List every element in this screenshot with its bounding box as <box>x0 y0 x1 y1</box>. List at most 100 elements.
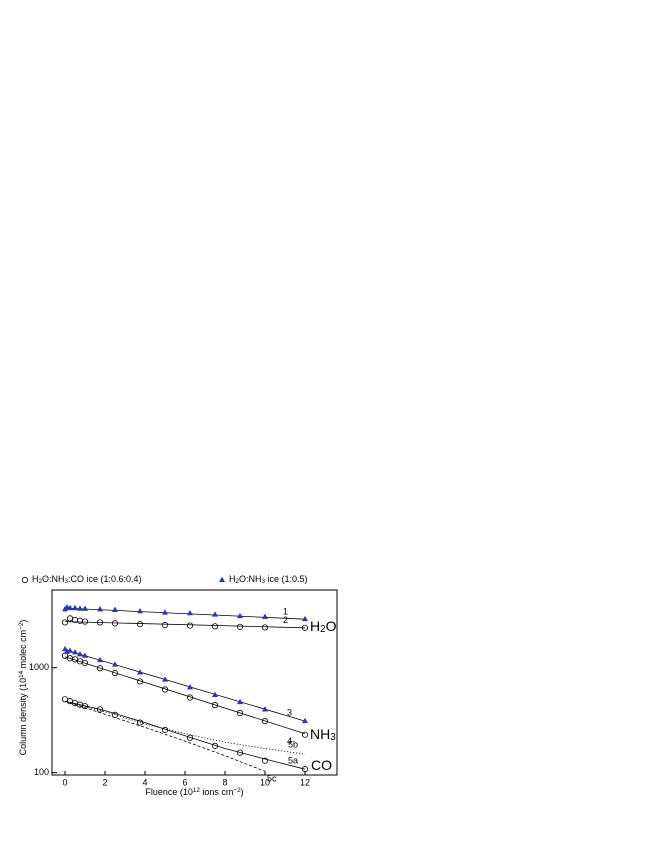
circle-marker <box>261 717 269 725</box>
circle-marker <box>61 696 69 703</box>
label-part: 3 <box>65 578 69 585</box>
label-part: 14 <box>18 670 25 678</box>
fit-label: 5a <box>288 756 298 766</box>
triangle-marker <box>112 661 118 667</box>
plot-frame <box>51 589 338 776</box>
label: Fluence (1012 ions cm−2) <box>145 787 243 797</box>
circle-marker <box>136 678 144 685</box>
circle-marker <box>261 624 269 631</box>
x-tick-label: 8 <box>222 777 227 787</box>
label-part: −2 <box>233 787 241 794</box>
circle-marker <box>211 702 219 709</box>
triangle-marker <box>72 649 78 655</box>
label-part: :CO ice (1:0.6:0.4) <box>68 574 142 584</box>
label: CO <box>311 757 332 773</box>
label-part: 3 <box>330 732 336 743</box>
triangle-marker <box>162 609 168 615</box>
label-part: ice (1:0.5) <box>265 574 308 584</box>
x-tick-label: 2 <box>102 777 107 787</box>
circle-marker <box>161 621 169 629</box>
triangle-marker <box>67 647 73 653</box>
circle-marker <box>96 665 104 672</box>
circle-marker <box>81 703 89 710</box>
label-part: ) <box>18 620 28 623</box>
triangle-marker <box>262 706 268 712</box>
circle-marker <box>61 652 69 659</box>
fit-label: 5c <box>267 774 277 784</box>
y-tick-label: 100 <box>34 767 49 777</box>
label-part: H <box>310 618 320 634</box>
circle-marker <box>81 618 89 625</box>
label-part: H <box>229 574 236 584</box>
x-tick-label: 4 <box>142 777 147 787</box>
fit-label: 3 <box>287 707 292 717</box>
label-part: NH <box>310 726 330 742</box>
label-part: H <box>32 574 39 584</box>
circle-marker <box>186 694 194 701</box>
legend-marker <box>21 576 29 584</box>
triangle-marker <box>82 605 88 611</box>
label-part: 2 <box>320 624 325 635</box>
circle-marker <box>111 620 119 627</box>
triangle-marker <box>237 698 243 705</box>
triangle-marker <box>97 656 103 663</box>
label-part: 3 <box>262 578 266 585</box>
label-part: 2 <box>236 578 240 585</box>
circle-marker <box>301 766 309 773</box>
fit-label: 4 <box>287 736 292 746</box>
triangle-marker <box>112 606 118 612</box>
triangle-marker <box>302 717 308 724</box>
circle-marker <box>61 619 69 626</box>
label-part: ) <box>241 787 244 797</box>
circle-marker <box>301 624 309 631</box>
fit-line <box>64 700 306 770</box>
circle-marker <box>161 726 169 734</box>
y-tick-label: 1000 <box>29 662 49 672</box>
triangle-marker <box>302 615 308 622</box>
triangle-marker <box>187 609 193 616</box>
label-part: O:NH <box>239 574 262 584</box>
circle-marker <box>96 619 104 626</box>
fit-label: 2 <box>283 615 288 625</box>
label-part: 12 <box>193 787 201 794</box>
circle-marker <box>186 734 194 741</box>
label-part: Fluence (10 <box>145 787 193 797</box>
label-part: CO <box>311 757 332 773</box>
fit-label: 5b <box>288 740 298 750</box>
circle-marker <box>301 731 309 738</box>
label-part: −2 <box>18 622 25 630</box>
circle-marker <box>111 711 119 719</box>
circle-marker <box>136 719 144 726</box>
circle-marker <box>96 706 104 713</box>
circle-marker <box>236 709 244 717</box>
circle-marker <box>236 749 244 756</box>
circle-marker <box>211 623 219 630</box>
label: NH3 <box>310 726 336 743</box>
triangle-marker <box>137 669 143 675</box>
triangle-marker <box>97 606 103 612</box>
triangle-marker <box>237 612 243 619</box>
triangle-marker <box>187 684 193 690</box>
triangle-marker <box>82 652 88 658</box>
label: H2O:NH3 ice (1:0.5) <box>229 574 308 585</box>
label: H2O <box>310 618 337 635</box>
x-tick-label: 10 <box>260 777 270 787</box>
label-part: molec cm <box>18 630 28 671</box>
circle-marker <box>111 669 119 677</box>
triangle-marker <box>77 605 83 611</box>
label-part: ions cm <box>200 787 234 797</box>
label: Column density (1014 molec cm−2) <box>18 620 28 756</box>
label: H2O:NH3:CO ice (1:0.6:0.4) <box>32 574 142 585</box>
fit-line <box>64 700 266 772</box>
circle-marker <box>76 617 84 624</box>
legend-marker <box>219 576 225 582</box>
triangle-marker <box>137 607 143 614</box>
triangle-marker <box>212 611 218 617</box>
label-part: O:NH <box>42 574 65 584</box>
label-part: Column density (10 <box>18 678 28 756</box>
circle-marker <box>236 623 244 630</box>
fit-label: 1 <box>283 607 288 617</box>
label-part: 2 <box>39 578 43 585</box>
circle-marker <box>136 621 144 628</box>
triangle-marker <box>212 691 218 697</box>
